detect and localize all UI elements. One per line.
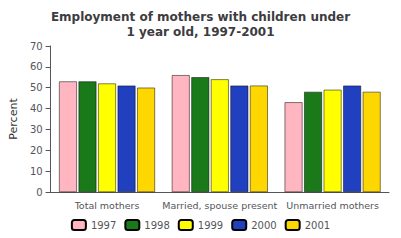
svg-text:2000: 2000 bbox=[251, 220, 276, 231]
svg-text:Employment of mothers with chi: Employment of mothers with children unde… bbox=[51, 10, 350, 24]
svg-text:Married, spouse present: Married, spouse present bbox=[162, 200, 277, 211]
svg-text:1 year old, 1997-2001: 1 year old, 1997-2001 bbox=[126, 25, 274, 39]
svg-text:1997: 1997 bbox=[91, 220, 116, 231]
svg-text:0: 0 bbox=[36, 187, 42, 198]
svg-text:70: 70 bbox=[30, 41, 43, 52]
svg-text:Unmarried mothers: Unmarried mothers bbox=[286, 200, 379, 211]
svg-text:1998: 1998 bbox=[144, 220, 169, 231]
svg-text:30: 30 bbox=[30, 124, 43, 135]
svg-text:10: 10 bbox=[30, 166, 43, 177]
svg-text:50: 50 bbox=[30, 82, 43, 93]
svg-text:Percent: Percent bbox=[7, 98, 20, 140]
svg-text:60: 60 bbox=[30, 61, 43, 72]
svg-text:20: 20 bbox=[30, 145, 43, 156]
svg-text:Total mothers: Total mothers bbox=[74, 200, 140, 211]
svg-text:1999: 1999 bbox=[198, 220, 223, 231]
svg-text:2001: 2001 bbox=[305, 220, 330, 231]
svg-text:40: 40 bbox=[30, 103, 43, 114]
